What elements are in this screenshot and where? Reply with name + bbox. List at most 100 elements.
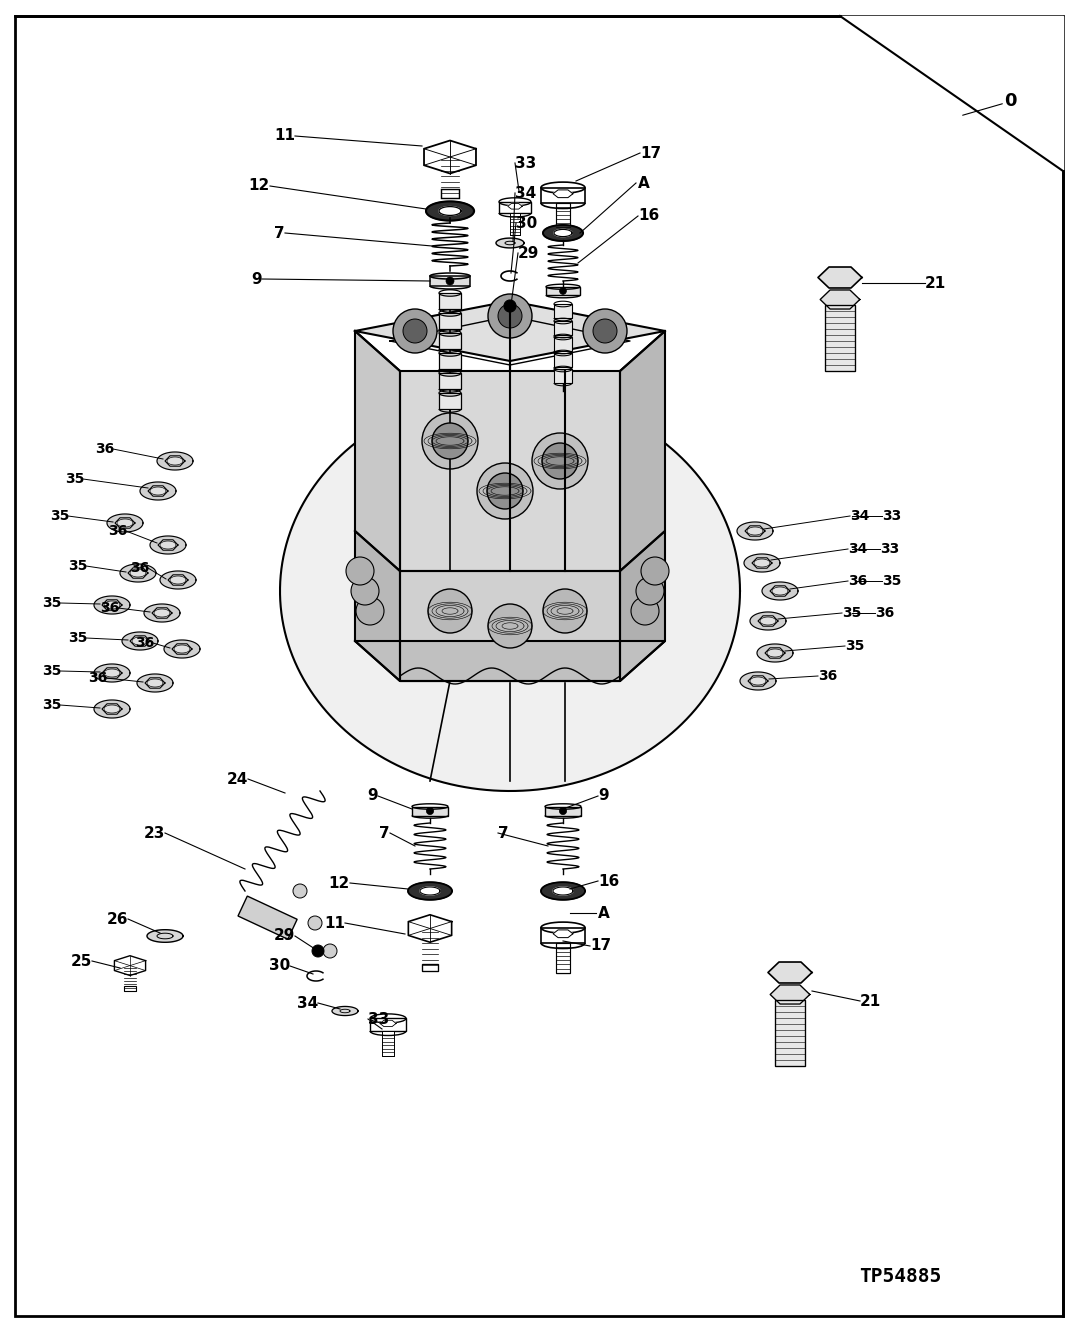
Text: 34: 34 (515, 185, 536, 201)
Polygon shape (140, 482, 176, 500)
Bar (541, 188, 585, 204)
Polygon shape (158, 540, 178, 550)
Text: 34: 34 (849, 508, 869, 523)
Circle shape (542, 443, 578, 479)
Polygon shape (420, 886, 440, 894)
Polygon shape (762, 582, 798, 600)
Circle shape (583, 309, 627, 353)
Circle shape (559, 287, 566, 294)
Polygon shape (820, 290, 860, 309)
Polygon shape (107, 514, 143, 532)
Polygon shape (355, 642, 665, 681)
Text: 35: 35 (68, 559, 87, 574)
Text: 35: 35 (50, 508, 69, 523)
Polygon shape (144, 604, 180, 622)
Text: 36: 36 (100, 602, 120, 615)
Polygon shape (400, 571, 620, 681)
Text: 33: 33 (882, 508, 901, 523)
Bar (775, 1000, 805, 1066)
Polygon shape (355, 531, 400, 681)
Text: 16: 16 (638, 209, 660, 224)
Circle shape (393, 309, 437, 353)
Polygon shape (508, 204, 522, 209)
Bar (510, 213, 520, 236)
Text: 35: 35 (845, 639, 865, 654)
Text: 21: 21 (860, 993, 881, 1009)
Polygon shape (553, 886, 573, 894)
Circle shape (631, 598, 659, 626)
Polygon shape (553, 190, 572, 197)
Text: 35: 35 (42, 596, 61, 610)
Text: 9: 9 (251, 272, 262, 286)
Polygon shape (620, 331, 665, 571)
Bar (556, 204, 570, 232)
Bar (441, 189, 459, 198)
Polygon shape (280, 391, 740, 791)
Text: 21: 21 (925, 276, 946, 290)
Bar (124, 985, 136, 992)
Polygon shape (130, 636, 150, 646)
Text: TP54885: TP54885 (859, 1267, 941, 1286)
Polygon shape (102, 668, 122, 679)
Circle shape (351, 578, 379, 606)
Polygon shape (137, 673, 172, 692)
Bar (545, 807, 581, 816)
Polygon shape (157, 453, 193, 470)
Polygon shape (148, 486, 168, 496)
Polygon shape (737, 522, 773, 540)
Circle shape (487, 473, 523, 508)
Polygon shape (553, 930, 572, 937)
Polygon shape (770, 985, 810, 1004)
Polygon shape (355, 301, 665, 361)
Text: 26: 26 (107, 912, 128, 926)
Polygon shape (150, 536, 186, 554)
Polygon shape (152, 608, 172, 618)
Circle shape (476, 463, 533, 519)
Polygon shape (146, 677, 165, 688)
Polygon shape (818, 268, 862, 287)
Polygon shape (122, 632, 158, 650)
Polygon shape (147, 929, 183, 942)
Text: 35: 35 (42, 697, 61, 712)
Text: 30: 30 (516, 216, 537, 230)
Polygon shape (757, 644, 793, 662)
Circle shape (323, 944, 337, 958)
Polygon shape (94, 700, 130, 717)
Text: 11: 11 (274, 129, 295, 144)
Text: 12: 12 (329, 876, 350, 890)
Circle shape (559, 808, 567, 815)
Text: 35: 35 (65, 473, 84, 486)
Bar (382, 1032, 393, 1055)
Bar (238, 896, 298, 940)
Polygon shape (168, 575, 188, 586)
Bar (825, 305, 856, 371)
Polygon shape (164, 640, 201, 658)
Text: 0: 0 (1004, 92, 1017, 110)
Polygon shape (128, 568, 148, 578)
Text: A: A (598, 905, 610, 921)
Polygon shape (332, 1006, 358, 1016)
Circle shape (346, 556, 374, 586)
Bar (439, 353, 461, 369)
Polygon shape (840, 16, 1063, 170)
Polygon shape (770, 586, 790, 596)
Circle shape (421, 413, 478, 469)
Bar (412, 807, 448, 816)
Circle shape (505, 299, 516, 311)
Polygon shape (424, 141, 476, 173)
Polygon shape (400, 371, 620, 571)
Bar (421, 964, 438, 972)
Text: 35: 35 (42, 664, 61, 677)
Bar (370, 1018, 406, 1032)
Circle shape (432, 423, 468, 459)
Circle shape (641, 556, 669, 586)
Circle shape (488, 604, 533, 648)
Circle shape (403, 319, 427, 343)
Polygon shape (355, 331, 400, 571)
Bar (545, 286, 580, 295)
Polygon shape (102, 704, 122, 715)
Text: 7: 7 (275, 225, 285, 241)
Polygon shape (94, 596, 130, 614)
Text: 25: 25 (71, 953, 92, 969)
Bar (439, 373, 461, 389)
